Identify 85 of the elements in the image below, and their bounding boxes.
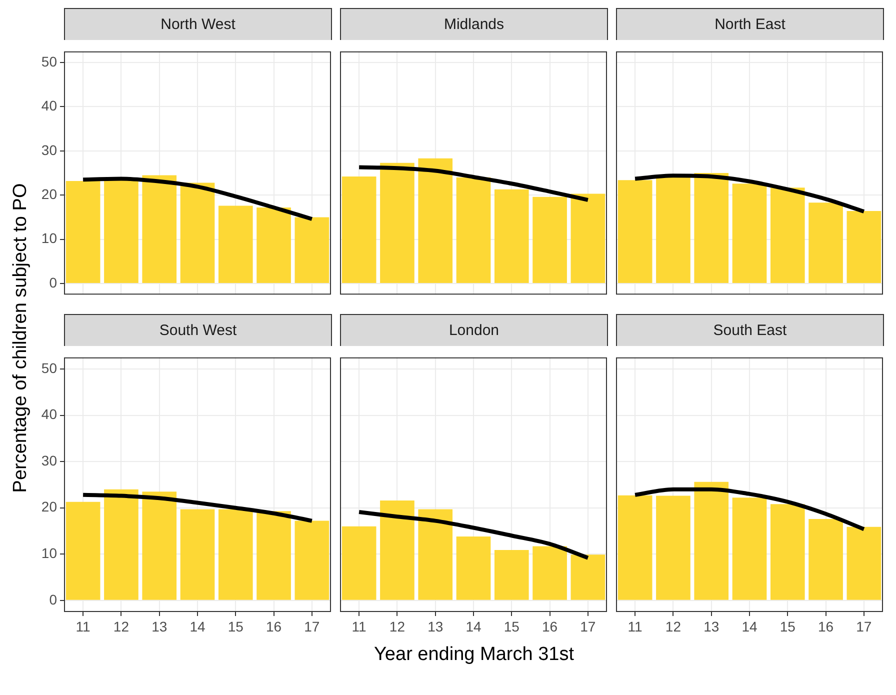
bar	[494, 550, 529, 600]
y-tick-label: 40	[41, 406, 58, 422]
bar	[218, 206, 253, 284]
x-tick-label: 11	[628, 618, 643, 634]
line-series	[81, 492, 314, 523]
bar	[456, 177, 491, 284]
y-tick-label: 0	[49, 591, 58, 608]
bar	[618, 495, 652, 600]
x-tick-label: 11	[352, 618, 367, 634]
x-tick-label: 14	[466, 618, 482, 634]
y-tick-label: 30	[41, 142, 58, 158]
bar	[218, 509, 253, 600]
x-tick-label: 14	[742, 618, 758, 634]
bar	[532, 196, 567, 284]
x-tick-label: 14	[190, 618, 206, 634]
bar	[770, 504, 805, 600]
x-tick-label: 17	[856, 618, 872, 634]
bar	[104, 180, 138, 284]
x-tick-label: 12	[113, 618, 130, 634]
x-tick-label: 15	[780, 618, 796, 634]
x-axis-title: Year ending March 31st	[373, 644, 575, 666]
y-tick-label: 0	[49, 274, 58, 290]
y-tick-label: 20	[41, 186, 58, 202]
x-tick-label: 16	[266, 618, 282, 634]
bar	[570, 194, 606, 284]
chart-title: North West	[64, 8, 332, 40]
bar	[694, 482, 729, 600]
bar	[570, 554, 606, 600]
x-tick-label: 13	[428, 618, 444, 634]
bar	[180, 509, 215, 600]
bar	[846, 526, 882, 600]
y-tick-label: 10	[41, 230, 58, 246]
x-tick-label: 16	[818, 618, 834, 634]
x-tick-label: 15	[504, 618, 520, 634]
chart-title: South West	[64, 314, 332, 346]
chart-title: London	[340, 314, 608, 346]
bar	[846, 211, 882, 284]
line-series	[81, 176, 314, 221]
y-tick-label: 10	[41, 544, 58, 561]
x-tick-label: 17	[580, 618, 596, 634]
bar	[618, 180, 652, 284]
chart-title: North East	[616, 8, 884, 40]
bar	[732, 184, 767, 284]
bar	[418, 509, 453, 600]
bar	[456, 536, 491, 600]
x-tick-label: 15	[228, 618, 244, 634]
y-tick-label: 50	[41, 53, 58, 70]
x-tick-label: 12	[389, 618, 406, 634]
bar	[180, 182, 215, 284]
bar	[494, 189, 529, 284]
y-tick-label: 40	[41, 98, 58, 114]
bar	[380, 500, 414, 600]
bar	[656, 176, 690, 284]
bar	[532, 546, 567, 600]
bar	[808, 518, 843, 600]
bar	[694, 173, 729, 284]
x-tick-label: 13	[152, 618, 168, 634]
bar	[104, 489, 138, 600]
x-tick-label: 16	[542, 618, 558, 634]
y-tick-label: 50	[41, 360, 58, 376]
bar	[66, 180, 100, 284]
bar	[142, 175, 177, 284]
bar	[808, 202, 843, 284]
bar	[656, 496, 690, 600]
bar	[142, 492, 177, 600]
x-tick-label: 13	[704, 618, 720, 634]
x-tick-label: 12	[665, 618, 682, 634]
bar	[380, 162, 414, 284]
bar	[732, 498, 767, 600]
y-tick-label: 20	[41, 498, 58, 515]
chart-title: South East	[616, 314, 884, 346]
bar	[66, 502, 100, 600]
bar	[342, 526, 376, 600]
y-axis-title: Percentage of children subject to PO	[10, 183, 32, 493]
bar	[256, 511, 291, 600]
bar	[294, 217, 330, 284]
bar	[256, 207, 291, 284]
bar	[770, 188, 805, 284]
bar	[418, 158, 453, 284]
x-tick-label: 17	[304, 618, 320, 634]
bar	[342, 176, 376, 284]
chart-title: Midlands	[340, 8, 608, 40]
y-tick-label: 30	[41, 452, 58, 468]
bar	[294, 520, 330, 600]
x-tick-label: 11	[76, 618, 91, 634]
